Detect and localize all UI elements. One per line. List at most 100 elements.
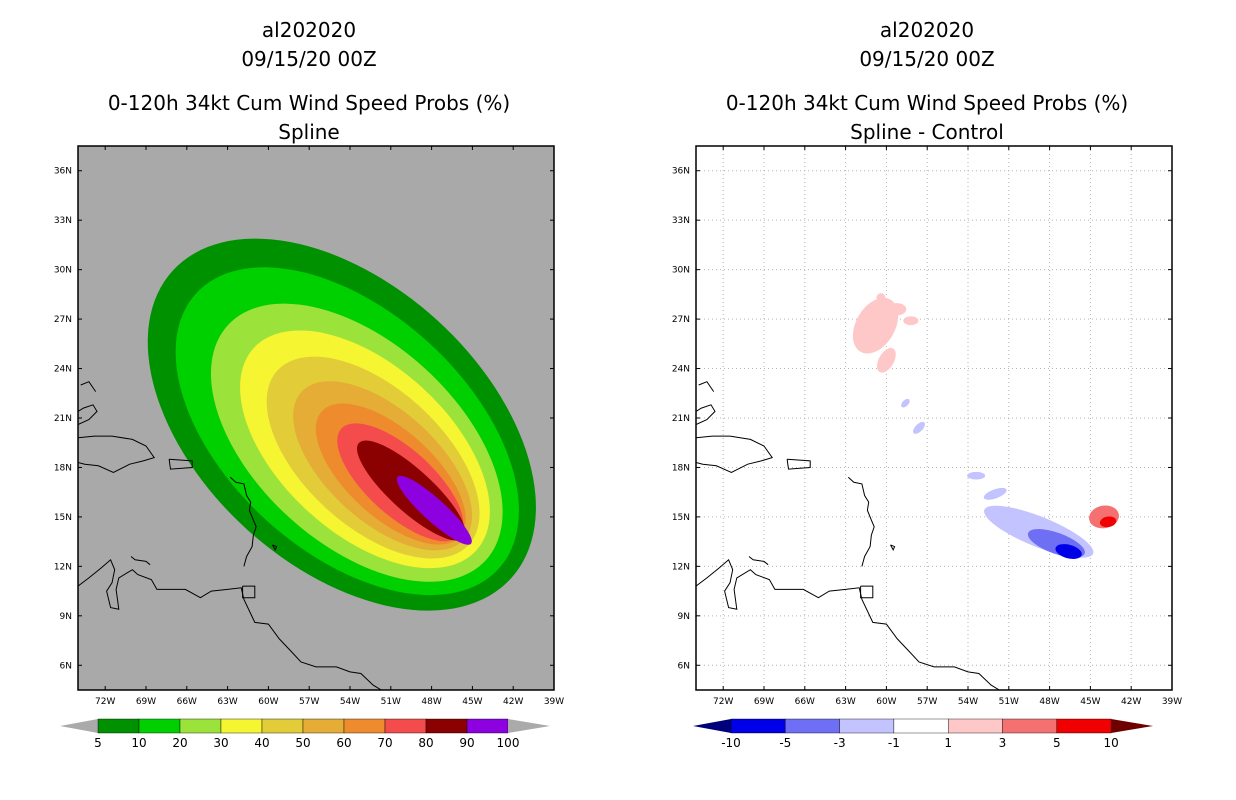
y-tick-label: 30N <box>672 266 690 276</box>
coast-hispaniola <box>696 435 774 473</box>
coast-venezuela <box>696 558 1000 690</box>
coast-puerto-rico <box>168 458 193 470</box>
positive-patch-south <box>877 347 896 373</box>
coast-bahamas <box>80 381 97 392</box>
y-tick-label: 18N <box>672 463 690 473</box>
colorbar-label: -10 <box>721 736 741 750</box>
plot-content <box>696 146 1172 690</box>
x-tick-label: 51W <box>381 697 401 707</box>
x-tick-label: 69W <box>754 697 774 707</box>
y-tick-label: 27N <box>672 315 690 325</box>
coast-barbados <box>890 544 896 552</box>
x-tick-label: 63W <box>217 697 237 707</box>
panel-spline: al202020 09/15/20 00Z 0-120h 34kt Cum Wind… <box>54 18 564 750</box>
x-tick-label: 48W <box>1039 697 1059 707</box>
y-tick-label: 6N <box>60 661 72 671</box>
y-tick-label: 12N <box>54 562 72 572</box>
x-tick-label: 57W <box>917 697 937 707</box>
colorbar-label: 60 <box>336 736 351 750</box>
colorbar-segment <box>1002 718 1057 734</box>
negative-speck-4 <box>983 487 1007 500</box>
coast-cuba-edge <box>696 404 716 426</box>
coast-trinidad <box>860 585 874 599</box>
y-tick-label: 21N <box>672 414 690 424</box>
x-tick-label: 60W <box>258 697 278 707</box>
positive-speck-1 <box>888 303 907 316</box>
negative-speck-1 <box>913 421 925 434</box>
colorbar-arrow-low <box>60 719 98 733</box>
colorbar-segment <box>466 718 509 734</box>
coast-venezuela <box>78 558 382 690</box>
colorbar-arrow-low <box>693 719 731 733</box>
x-tick-label: 72W <box>713 697 733 707</box>
y-tick-label: 15N <box>672 513 690 523</box>
colorbar-segment <box>948 718 1003 734</box>
colorbar-label: 20 <box>172 736 187 750</box>
title-line-1: al202020 <box>880 18 974 42</box>
negative-core <box>1055 544 1082 559</box>
colorbar-label: 10 <box>131 736 146 750</box>
x-tick-label: 51W <box>999 697 1019 707</box>
y-tick-label: 33N <box>672 216 690 226</box>
x-tick-label: 45W <box>462 697 482 707</box>
x-tick-label: 69W <box>136 697 156 707</box>
colorbar-label: -5 <box>779 736 791 750</box>
y-tick-label: 21N <box>54 414 72 424</box>
x-tick-label: 66W <box>177 697 197 707</box>
x-tick-label: 42W <box>1121 697 1141 707</box>
coast-lesser-antilles <box>847 476 875 567</box>
colorbar-segment <box>893 718 949 734</box>
plot-content <box>78 238 536 690</box>
colorbar-segment <box>730 718 786 734</box>
coast-puerto-rico <box>786 458 811 470</box>
coast-trinidad <box>242 585 256 599</box>
colorbar-segment <box>302 718 345 734</box>
y-tick-label: 24N <box>54 365 72 375</box>
positive-patch-north <box>852 297 899 354</box>
colorbar-segment <box>839 718 895 734</box>
colorbar-label: 3 <box>999 736 1007 750</box>
colorbar-label: 100 <box>497 736 520 750</box>
y-tick-label: 27N <box>54 315 72 325</box>
coast-hispaniola <box>78 435 156 473</box>
colorbar-label: 40 <box>254 736 269 750</box>
title-line-1: al202020 <box>262 18 356 42</box>
coast-aruba-curacao <box>130 556 151 566</box>
y-tick-label: 12N <box>672 562 690 572</box>
colorbar-label: 70 <box>377 736 392 750</box>
coast-barbados <box>272 544 278 552</box>
colorbar-segment <box>138 718 181 734</box>
x-tick-label: 54W <box>958 697 978 707</box>
colorbar-segment <box>261 718 304 734</box>
colorbar-label: 10 <box>1103 736 1118 750</box>
y-tick-label: 9N <box>60 612 72 622</box>
contour-90-100 <box>396 475 472 545</box>
colorbar-label: 5 <box>1053 736 1061 750</box>
x-tick-label: 54W <box>340 697 360 707</box>
x-tick-label: 39W <box>1162 697 1182 707</box>
colorbar-label: 90 <box>459 736 474 750</box>
title-line-2: 09/15/20 00Z <box>241 47 376 71</box>
x-tick-label: 66W <box>795 697 815 707</box>
x-tick-label: 63W <box>835 697 855 707</box>
y-tick-label: 33N <box>54 216 72 226</box>
panel-spline-minus-control: al202020 09/15/20 00Z 0-120h 34kt Cum Wind… <box>672 18 1182 750</box>
negative-speck-2 <box>901 398 910 408</box>
negative-speck-3 <box>967 471 986 480</box>
colorbar-segment <box>179 718 222 734</box>
positive-core <box>1099 516 1117 528</box>
colorbar-segment <box>97 718 140 734</box>
y-tick-label: 9N <box>678 612 690 622</box>
y-tick-label: 30N <box>54 266 72 276</box>
colorbar-label: 1 <box>944 736 952 750</box>
y-tick-label: 18N <box>54 463 72 473</box>
title-line-2: 09/15/20 00Z <box>859 47 994 71</box>
x-tick-label: 48W <box>421 697 441 707</box>
colorbar-segment <box>425 718 468 734</box>
title-line-3: 0-120h 34kt Cum Wind Speed Probs (%) <box>726 91 1128 115</box>
colorbar: -10 -5 -3 -1 1 3 5 10 <box>693 718 1154 750</box>
colorbar-label: 50 <box>295 736 310 750</box>
x-tick-label: 39W <box>544 697 564 707</box>
colorbar-segment <box>220 718 263 734</box>
x-tick-label: 45W <box>1080 697 1100 707</box>
